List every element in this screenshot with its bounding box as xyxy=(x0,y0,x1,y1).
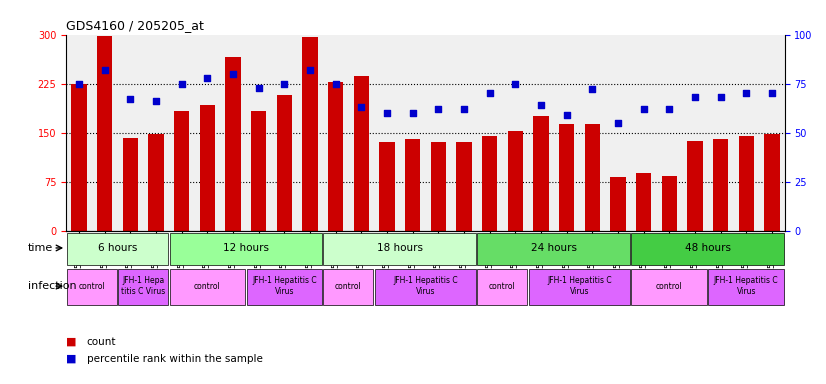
Bar xyxy=(507,131,523,231)
Bar xyxy=(302,37,317,231)
Bar xyxy=(118,269,168,305)
Bar xyxy=(713,139,729,231)
Bar xyxy=(482,136,497,231)
Bar xyxy=(764,134,780,231)
Text: 6 hours: 6 hours xyxy=(97,243,137,253)
Bar xyxy=(97,36,112,231)
Bar xyxy=(533,116,548,231)
Bar xyxy=(477,269,527,305)
Text: control: control xyxy=(78,281,105,291)
Bar xyxy=(585,124,600,231)
Bar xyxy=(662,176,676,231)
Bar xyxy=(709,269,784,305)
Bar xyxy=(148,134,164,231)
Point xyxy=(586,86,599,93)
Point xyxy=(662,106,676,112)
Bar xyxy=(632,269,707,305)
Text: ■: ■ xyxy=(66,337,77,347)
Bar xyxy=(375,269,476,305)
Text: percentile rank within the sample: percentile rank within the sample xyxy=(87,354,263,364)
Point xyxy=(714,94,727,100)
Point xyxy=(406,110,419,116)
Point xyxy=(150,98,163,104)
Bar xyxy=(636,173,651,231)
Bar xyxy=(277,95,292,231)
Text: JFH-1 Hepatitis C
Virus: JFH-1 Hepatitis C Virus xyxy=(547,276,612,296)
Bar xyxy=(456,142,472,231)
Bar xyxy=(559,124,574,231)
Bar xyxy=(324,232,476,265)
Text: control: control xyxy=(656,281,682,291)
Bar xyxy=(324,269,373,305)
Text: JFH-1 Hepatitis C
Virus: JFH-1 Hepatitis C Virus xyxy=(714,276,779,296)
Bar xyxy=(632,232,784,265)
Text: GDS4160 / 205205_at: GDS4160 / 205205_at xyxy=(66,19,204,32)
Bar xyxy=(687,141,703,231)
Bar xyxy=(430,142,446,231)
Point xyxy=(483,90,496,96)
Point xyxy=(354,104,368,110)
Point xyxy=(201,74,214,81)
Point xyxy=(611,120,624,126)
Bar xyxy=(169,269,245,305)
Bar xyxy=(67,269,116,305)
Text: 48 hours: 48 hours xyxy=(685,243,731,253)
Bar xyxy=(71,84,87,231)
Point xyxy=(175,81,188,87)
Text: 12 hours: 12 hours xyxy=(223,243,268,253)
Bar xyxy=(379,142,395,231)
Point xyxy=(329,81,342,87)
Bar xyxy=(529,269,630,305)
Text: infection: infection xyxy=(27,281,76,291)
Bar xyxy=(200,104,215,231)
Point xyxy=(252,84,265,91)
Point xyxy=(98,67,112,73)
Bar xyxy=(169,232,322,265)
Point xyxy=(560,112,573,118)
Point xyxy=(73,81,86,87)
Text: ■: ■ xyxy=(66,354,77,364)
Bar xyxy=(251,111,266,231)
Bar xyxy=(477,232,630,265)
Text: control: control xyxy=(489,281,515,291)
Bar xyxy=(738,136,754,231)
Text: count: count xyxy=(87,337,116,347)
Bar xyxy=(173,111,189,231)
Point xyxy=(739,90,752,96)
Text: time: time xyxy=(27,243,53,253)
Point xyxy=(432,106,445,112)
Point xyxy=(458,106,471,112)
Point xyxy=(278,81,291,87)
Point xyxy=(534,102,548,108)
Point xyxy=(637,106,650,112)
Point xyxy=(380,110,393,116)
Point xyxy=(303,67,316,73)
Text: 24 hours: 24 hours xyxy=(531,243,577,253)
Bar xyxy=(610,177,625,231)
Point xyxy=(765,90,778,96)
Point xyxy=(124,96,137,103)
Bar xyxy=(405,139,420,231)
Bar xyxy=(225,58,240,231)
Bar xyxy=(354,76,369,231)
Bar xyxy=(328,82,344,231)
Bar xyxy=(122,138,138,231)
Text: JFH-1 Hepa
titis C Virus: JFH-1 Hepa titis C Virus xyxy=(121,276,165,296)
Text: JFH-1 Hepatitis C
Virus: JFH-1 Hepatitis C Virus xyxy=(393,276,458,296)
Point xyxy=(688,94,701,100)
Bar xyxy=(67,232,168,265)
Text: 18 hours: 18 hours xyxy=(377,243,423,253)
Bar xyxy=(246,269,322,305)
Point xyxy=(226,71,240,77)
Text: control: control xyxy=(335,281,362,291)
Text: control: control xyxy=(194,281,221,291)
Point xyxy=(509,81,522,87)
Text: JFH-1 Hepatitis C
Virus: JFH-1 Hepatitis C Virus xyxy=(252,276,316,296)
